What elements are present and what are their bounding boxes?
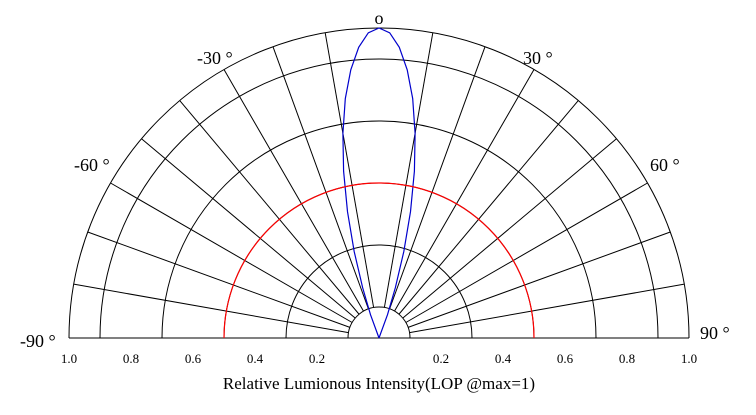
grid-ring [223, 182, 535, 339]
grid-spoke [272, 46, 369, 310]
radial-tick-label: 1.0 [61, 351, 77, 366]
radial-tick-label: 0.2 [309, 351, 325, 366]
radial-tick-label: 0.4 [247, 351, 264, 366]
grid-spoke [389, 46, 486, 310]
radial-tick-label: 0.6 [185, 351, 202, 366]
radial-tick-label: 0.8 [123, 351, 139, 366]
grid-spoke [383, 32, 434, 308]
grid-spoke [394, 69, 535, 312]
series-1-line [342, 27, 416, 339]
grid-spoke [405, 182, 648, 323]
angle-label: 90 ° [700, 323, 730, 343]
grid-spoke [141, 138, 356, 319]
angle-label: 60 ° [650, 155, 680, 175]
radial-tick-label: 1.0 [681, 351, 697, 366]
grid-spoke [409, 283, 685, 334]
angle-label: 30 ° [523, 48, 553, 68]
grid-spoke [324, 32, 375, 308]
radial-tick-label: 0.6 [557, 351, 574, 366]
grid-spoke [398, 100, 579, 315]
angle-label: -30 ° [197, 48, 233, 68]
series-group [223, 27, 535, 339]
grid-spoke [87, 231, 351, 328]
grid-spoke [73, 283, 349, 334]
grid-ring [285, 244, 473, 339]
x-axis-label: Relative Lumionous Intensity(LOP @max=1) [223, 374, 535, 393]
angle-label: -60 ° [74, 155, 110, 175]
radial-tick-label: 0.4 [495, 351, 512, 366]
radial-tick-label: 0.2 [433, 351, 449, 366]
grid-ring [99, 58, 659, 339]
angle-label: o [375, 8, 384, 28]
grid-spoke [110, 182, 353, 323]
grid-spoke [402, 138, 617, 319]
grid-ring [161, 120, 597, 339]
grid-ring [347, 306, 411, 339]
radial-tick-label: 0.8 [619, 351, 635, 366]
grid-spoke [223, 69, 364, 312]
labels-group: -90 °-60 °-30 °o30 °60 °90 °1.0 0.8 0.6 0.4… [20, 8, 730, 366]
grid-spoke [407, 231, 671, 328]
series-2-line [223, 182, 535, 339]
angle-label: -90 ° [20, 331, 56, 351]
grid-spoke [179, 100, 360, 315]
